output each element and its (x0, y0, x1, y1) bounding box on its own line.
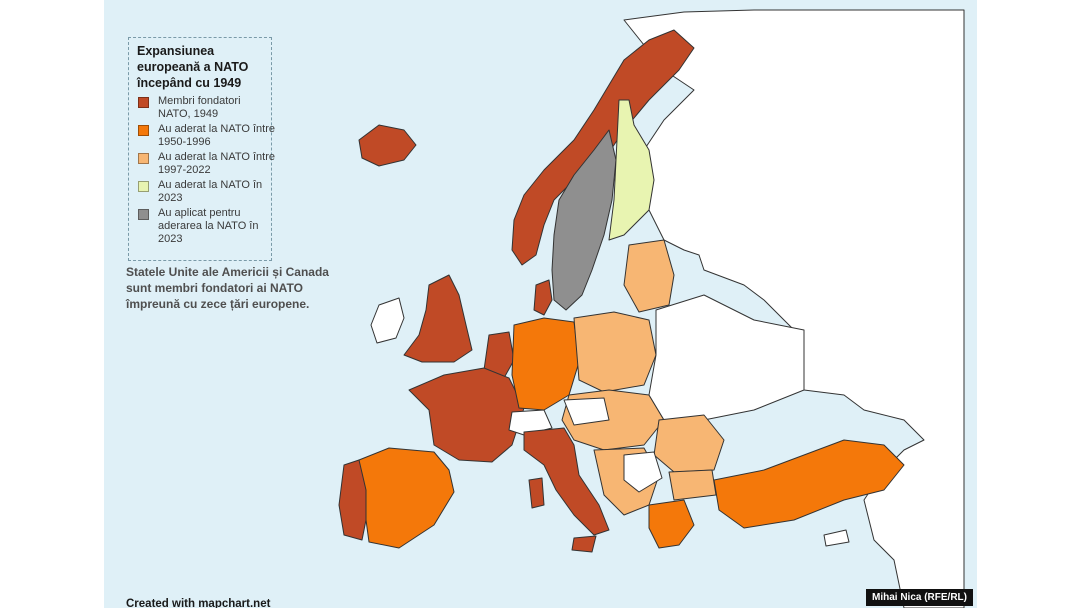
country-finland (608, 99, 655, 241)
europe-map (338, 9, 965, 608)
country-iceland (358, 124, 417, 167)
country-turkey (713, 439, 905, 529)
legend-swatch (138, 125, 149, 136)
country-romania (653, 414, 725, 473)
legend-item-1997-2022: Au aderat la NATO între 1997-2022 (137, 151, 275, 179)
country-baltics (623, 239, 675, 313)
legend-swatch (138, 209, 149, 220)
info-note: Statele Unite ale Americii și Canada sun… (126, 265, 329, 311)
country-belarus-ukraine (648, 294, 805, 421)
country-sicily (571, 535, 597, 553)
legend-item-founders: Membri fondatori NATO, 1949 (137, 95, 271, 123)
right-margin (977, 0, 1080, 608)
legend-label: Au aplicat pentru aderarea la NATO în 20… (158, 207, 259, 245)
legend-swatch (138, 97, 149, 108)
country-sweden (551, 129, 617, 311)
legend-label: Au aderat la NATO între 1950-1996 (158, 123, 275, 148)
country-denmark (533, 279, 553, 316)
country-sardinia (528, 477, 545, 509)
credit-mapchart: Created with mapchart.net (126, 598, 271, 608)
legend-label: Au aderat la NATO în 2023 (158, 179, 263, 204)
legend: Expansiunea europeană a NATO începând cu… (128, 37, 275, 261)
left-margin (0, 0, 104, 608)
legend-label: Au aderat la NATO între 1997-2022 (158, 151, 275, 176)
country-benelux (483, 331, 515, 379)
legend-item-2023: Au aderat la NATO în 2023 (137, 179, 271, 207)
map-panel: Expansiunea europeană a NATO începând cu… (104, 0, 977, 608)
country-bulgaria (668, 469, 717, 501)
legend-swatch (138, 181, 149, 192)
country-france (408, 367, 525, 463)
legend-item-applicant: Au aplicat pentru aderarea la NATO în 20… (137, 207, 271, 249)
credit-author: Mihai Nica (RFE/RL) (865, 589, 973, 606)
legend-title: Expansiunea europeană a NATO începând cu… (137, 44, 249, 90)
legend-swatch (138, 153, 149, 164)
country-cyprus (823, 529, 850, 547)
country-serbia (623, 451, 663, 493)
country-poland (573, 311, 657, 393)
country-ireland (370, 297, 405, 344)
country-austria (563, 397, 610, 426)
legend-item-1950-1996: Au aderat la NATO între 1950-1996 (137, 123, 275, 151)
legend-label: Membri fondatori NATO, 1949 (158, 95, 241, 120)
country-spain (351, 447, 455, 549)
country-greece (648, 499, 695, 549)
country-italy (523, 427, 610, 536)
country-portugal (338, 459, 367, 541)
country-uk (403, 274, 473, 363)
